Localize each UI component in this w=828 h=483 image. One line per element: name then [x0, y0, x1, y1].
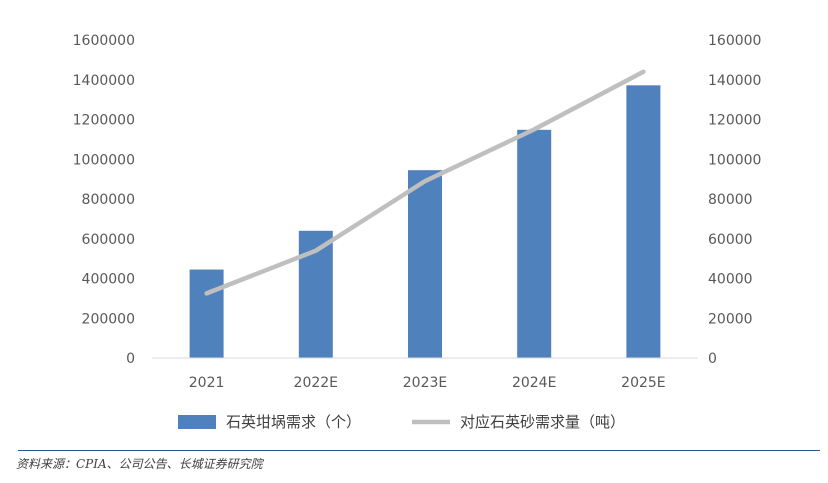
left-tick-label: 0	[126, 351, 135, 367]
legend-label-bar: 石英坩埚需求（个）	[226, 413, 361, 431]
right-tick-label: 140000	[708, 73, 761, 89]
left-axis-ticks: 0 200000 400000 600000 800000 1000000 1200000 1…	[73, 33, 135, 367]
bar-series	[189, 85, 661, 358]
x-tick-label: 2022E	[294, 375, 338, 391]
left-tick-label: 600000	[82, 232, 135, 248]
right-axis-ticks: 0 20000 40000 60000 80000 100000 120000 140000 1…	[708, 33, 761, 367]
source-divider	[18, 450, 820, 451]
chart-svg: 0200000400000600000800000100000012000001…	[73, 33, 762, 431]
source-note: 资料来源：CPIA、公司公告、长城证券研究院	[16, 457, 263, 471]
right-tick-label: 60000	[708, 232, 753, 248]
line-series-layer	[204, 69, 646, 296]
left-tick-label: 800000	[82, 192, 135, 208]
left-tick-label: 1000000	[73, 152, 135, 168]
bar-2021	[189, 269, 224, 358]
bar-2024E	[517, 129, 552, 358]
left-tick-label: 1600000	[73, 33, 135, 49]
x-axis-ticks: 2021 2022E 2023E 2024E 2025E	[189, 375, 666, 391]
right-tick-label: 160000	[708, 33, 761, 49]
right-tick-label: 40000	[708, 272, 753, 288]
left-tick-label: 1400000	[73, 73, 135, 89]
bar-2023E	[408, 170, 442, 358]
right-tick-label: 120000	[708, 113, 761, 129]
x-tick-label: 2024E	[512, 375, 556, 391]
left-tick-label: 200000	[82, 311, 135, 327]
legend: 石英坩埚需求（个） 对应石英砂需求量（吨）	[178, 413, 625, 431]
x-tick-label: 2025E	[621, 375, 665, 391]
right-tick-label: 80000	[708, 192, 753, 208]
right-tick-label: 0	[708, 351, 717, 367]
legend-label-line: 对应石英砂需求量（吨）	[460, 413, 625, 431]
left-tick-label: 400000	[82, 272, 135, 288]
right-tick-label: 100000	[708, 152, 761, 168]
legend-swatch-bar	[178, 415, 216, 429]
x-tick-label: 2023E	[403, 375, 447, 391]
combo-chart: 0 200000 400000 600000 800000 1000000 1200000 1…	[73, 33, 762, 431]
x-tick-label: 2021	[189, 375, 225, 391]
bar-2025E	[626, 85, 661, 358]
left-tick-label: 1200000	[73, 113, 135, 129]
right-tick-label: 20000	[708, 311, 753, 327]
